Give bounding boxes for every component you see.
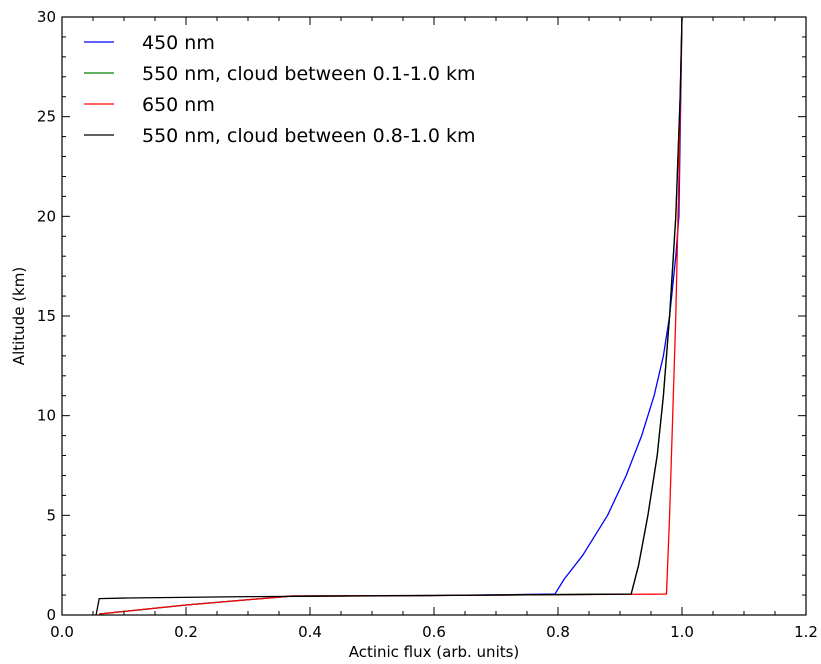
series-line-4 — [95, 16, 683, 616]
legend-label-3: 650 nm — [142, 94, 215, 116]
y-axis-label: Altitude (km) — [10, 267, 28, 365]
series-line-3 — [99, 16, 683, 615]
x-tick-label: 0.4 — [298, 623, 322, 641]
y-tick-label: 25 — [37, 108, 56, 126]
legend-label-2: 550 nm, cloud between 0.1-1.0 km — [142, 63, 475, 85]
y-tick-label: 5 — [46, 506, 56, 524]
y-tick-label: 10 — [37, 407, 56, 425]
legend: 450 nm 550 nm, cloud between 0.1-1.0 km 65… — [84, 32, 475, 147]
legend-label-1: 450 nm — [142, 32, 215, 54]
x-tick-label: 1.0 — [670, 623, 694, 641]
y-tick-label: 30 — [37, 8, 56, 26]
series-layer — [95, 16, 683, 616]
x-tick-label: 0.6 — [422, 623, 446, 641]
y-tick-label: 0 — [46, 606, 56, 624]
x-tick-label: 1.2 — [794, 623, 818, 641]
x-tick-label: 0.2 — [174, 623, 198, 641]
tick-layer: 0.0 0.2 0.4 0.6 0.8 1.0 1.2 0 5 10 15 20 25 30 — [37, 8, 818, 641]
plot-area-frame — [61, 16, 807, 616]
x-axis-label: Actinic flux (arb. units) — [349, 643, 520, 661]
x-tick-label: 0.0 — [50, 623, 74, 641]
y-tick-label: 20 — [37, 207, 56, 225]
y-tick-label: 15 — [37, 307, 56, 325]
x-tick-label: 0.8 — [546, 623, 570, 641]
legend-label-4: 550 nm, cloud between 0.8-1.0 km — [142, 125, 475, 147]
